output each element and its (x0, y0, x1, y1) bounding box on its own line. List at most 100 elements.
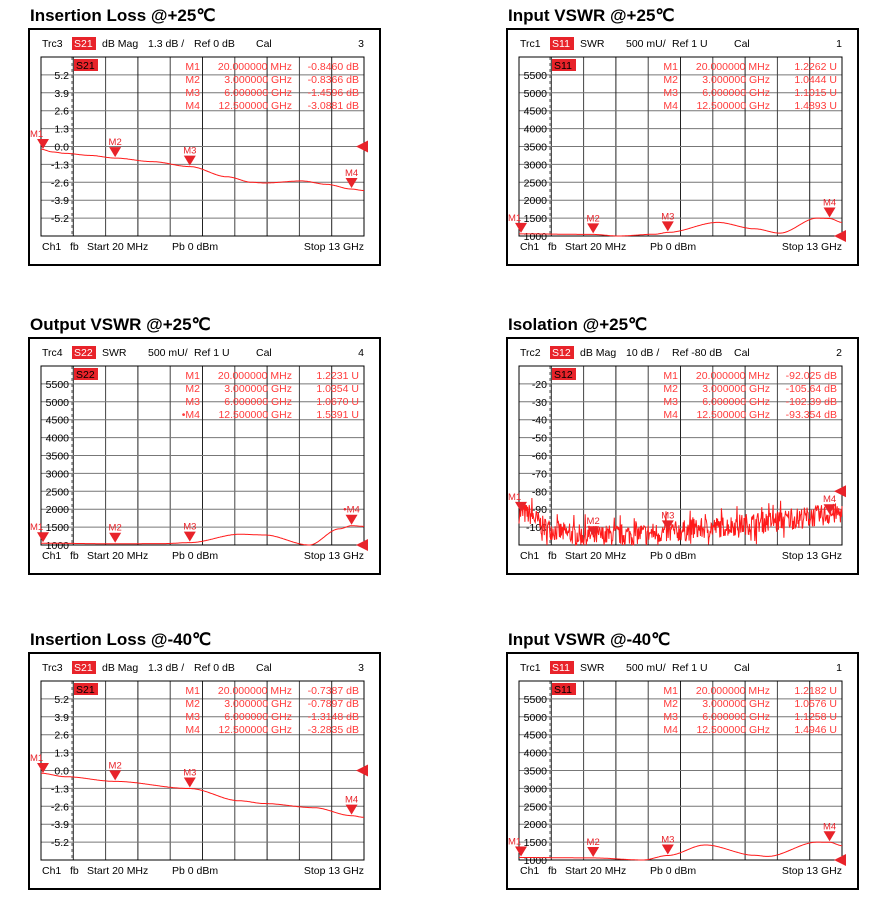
marker-triangle[interactable] (661, 520, 674, 531)
y-tick-label: 5000 (524, 712, 548, 724)
marker-triangle[interactable] (37, 532, 49, 543)
marker-triangle[interactable] (345, 514, 358, 525)
cal-label: Cal (256, 38, 272, 50)
marker-label: M2 (587, 837, 600, 848)
marker-triangle[interactable] (183, 155, 196, 166)
reference-level-arrow[interactable] (834, 854, 846, 866)
trace-label: Trc1 (520, 38, 541, 50)
marker-triangle[interactable] (37, 762, 49, 773)
y-tick-label: 2000 (524, 819, 548, 831)
grid (40, 365, 365, 546)
y-tick-label: -30 (532, 397, 547, 409)
cal-label: Cal (256, 662, 272, 674)
y-tick-label: -1.3 (51, 783, 69, 795)
marker-name: M2 (663, 698, 678, 710)
param-badge (550, 661, 574, 674)
grid (40, 56, 365, 237)
channel-number: 1 (836, 38, 842, 50)
marker-triangle[interactable] (109, 770, 122, 781)
marker-triangle[interactable] (109, 532, 122, 543)
marker-name: M2 (663, 383, 678, 395)
marker-label: M1 (508, 836, 521, 847)
marker-frequency: 3.000000 GHz (224, 698, 292, 710)
scale-label: 500 mU/ (148, 347, 188, 359)
footer-start: Start 20 MHz (565, 550, 626, 562)
marker-value: 1.5391 U (316, 409, 359, 421)
marker-triangle[interactable] (515, 846, 527, 857)
ref-label: Ref 0 dB (194, 662, 235, 674)
marker-frequency: 3.000000 GHz (702, 74, 770, 86)
param-badge (72, 346, 96, 359)
marker-value: 1.4893 U (794, 100, 837, 112)
marker-value: -93.354 dB (786, 409, 837, 421)
marker-frequency: 3.000000 GHz (702, 383, 770, 395)
marker-name: M3 (663, 711, 678, 723)
grid (518, 680, 843, 861)
ref-label: Ref -80 dB (672, 347, 722, 359)
trace-badge-label: S21 (76, 684, 95, 696)
grid (518, 56, 843, 237)
marker-triangle[interactable] (183, 777, 196, 788)
reference-level-arrow[interactable] (356, 539, 368, 551)
marker-value: 1.1015 U (794, 87, 837, 99)
footer-power: Pb 0 dBm (650, 241, 696, 253)
marker-triangle[interactable] (587, 526, 600, 537)
reference-level-arrow[interactable] (356, 140, 368, 153)
marker-name: M2 (185, 383, 200, 395)
reference-level-arrow[interactable] (834, 230, 846, 242)
marker-frequency: 6.000000 GHz (224, 396, 292, 408)
marker-triangle[interactable] (661, 844, 674, 855)
reference-level-arrow[interactable] (356, 764, 368, 777)
marker-triangle[interactable] (515, 501, 527, 512)
marker-triangle[interactable] (183, 531, 196, 542)
marker-frequency: 20.000000 MHz (696, 61, 770, 73)
marker-triangle[interactable] (37, 138, 49, 149)
footer-fb: fb (70, 865, 79, 877)
reference-level-arrow[interactable] (834, 485, 846, 498)
marker-name: M2 (663, 74, 678, 86)
y-tick-label: 4500 (524, 106, 548, 118)
marker-triangle[interactable] (345, 804, 358, 815)
marker-name: M3 (185, 396, 200, 408)
trace-badge-label: S22 (76, 369, 95, 381)
y-tick-label: 5000 (524, 88, 548, 100)
grid-border (518, 365, 843, 546)
marker-triangle[interactable] (109, 147, 122, 158)
chart-title: Input VSWR @+25℃ (508, 6, 675, 25)
y-tick-label: 4500 (524, 730, 548, 742)
y-tick-label: -3.9 (51, 195, 69, 207)
marker-triangle[interactable] (587, 223, 600, 234)
y-tick-label: 1500 (524, 837, 548, 849)
marker-value: 1.2182 U (794, 685, 837, 697)
param-label: S11 (552, 662, 570, 674)
y-tick-label: 3000 (524, 783, 548, 795)
marker-label: M1 (508, 213, 521, 224)
y-tick-label: -5.2 (51, 213, 69, 225)
footer-channel: Ch1 (520, 241, 539, 253)
marker-label: M3 (661, 834, 674, 845)
trace-label: Trc1 (520, 662, 541, 674)
marker-label: M3 (661, 510, 674, 521)
trace-badge-label: S11 (554, 684, 572, 696)
marker-triangle[interactable] (823, 504, 836, 515)
marker-triangle[interactable] (345, 178, 358, 189)
y-tick-label: 5500 (524, 70, 548, 82)
marker-triangle[interactable] (587, 846, 600, 857)
scale-label: 10 dB / (626, 347, 659, 359)
marker-triangle[interactable] (515, 222, 527, 233)
y-tick-label: -70 (532, 468, 547, 480)
param-label: S21 (74, 662, 93, 674)
marker-value: -3.0881 dB (308, 100, 359, 112)
footer-power: Pb 0 dBm (172, 865, 218, 877)
y-tick-label: 1.3 (54, 748, 69, 760)
marker-label: M3 (183, 768, 196, 779)
marker-triangle[interactable] (823, 831, 836, 842)
marker-triangle[interactable] (823, 207, 836, 218)
footer-power: Pb 0 dBm (650, 865, 696, 877)
y-tick-label: 1500 (524, 213, 548, 225)
footer-channel: Ch1 (42, 241, 61, 253)
marker-name: M4 (663, 409, 678, 421)
footer-start: Start 20 MHz (565, 865, 626, 877)
y-tick-label: -90 (532, 504, 547, 516)
marker-triangle[interactable] (661, 221, 674, 232)
